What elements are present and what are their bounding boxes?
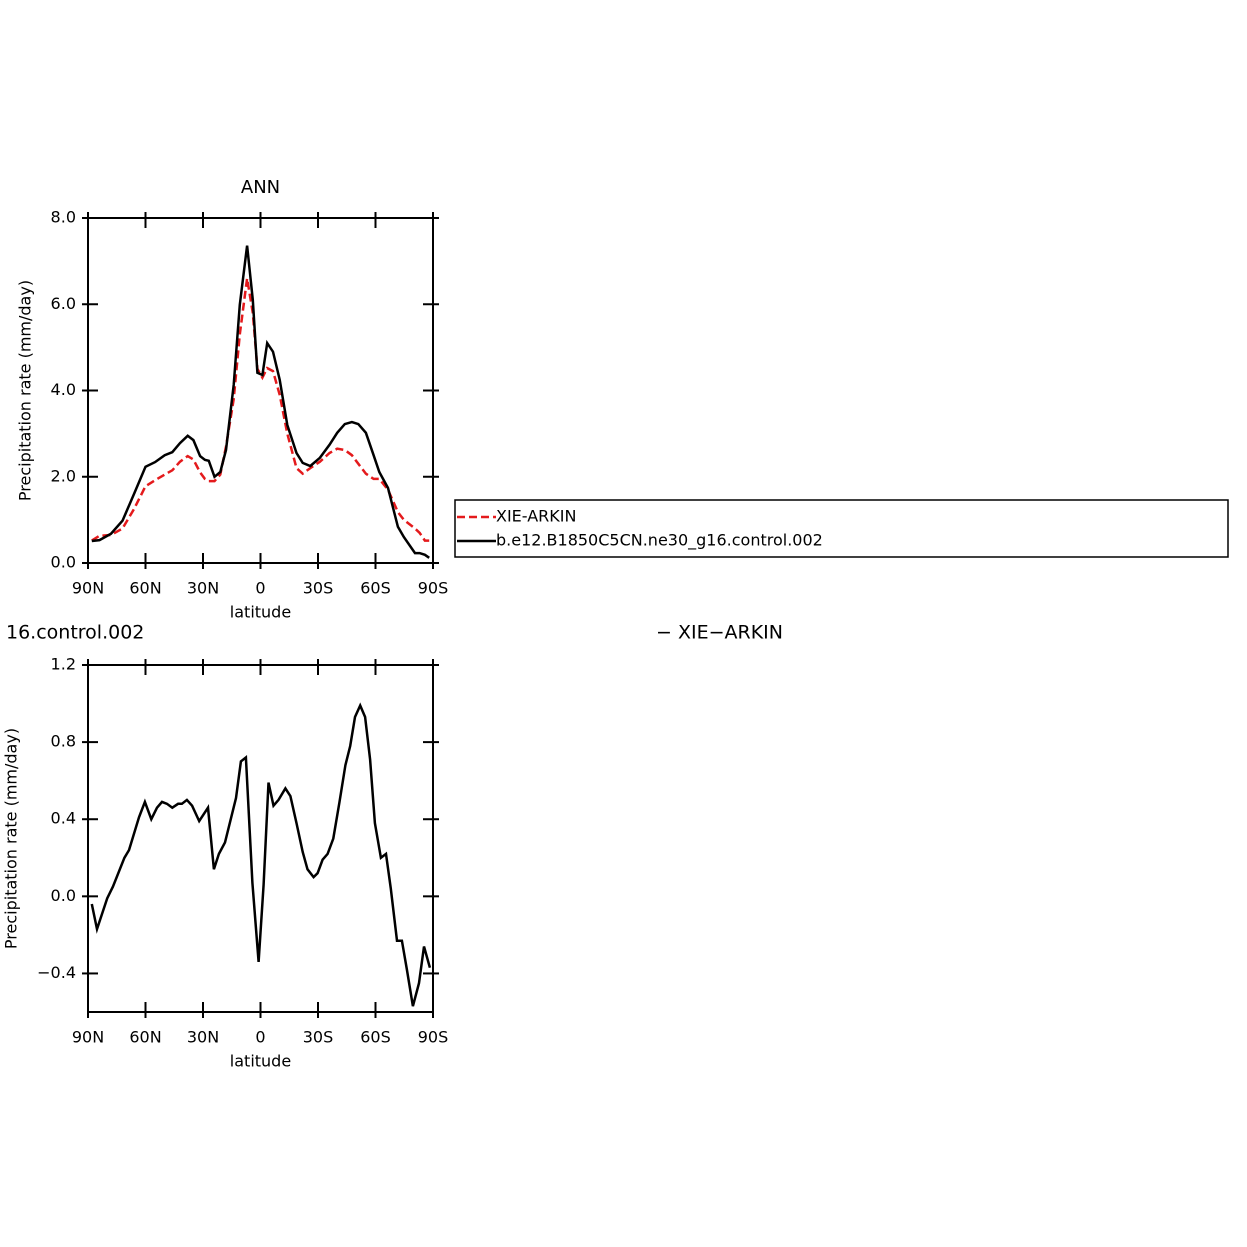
x-tick-label: 60S <box>360 579 391 598</box>
x-axis-label: latitude <box>230 1052 291 1071</box>
y-tick-label: 6.0 <box>51 294 76 313</box>
x-tick-label: 0 <box>255 579 265 598</box>
y-tick-label: 1.2 <box>51 655 76 674</box>
y-tick-label: 4.0 <box>51 380 76 399</box>
legend-label: XIE-ARKIN <box>496 507 576 526</box>
series-line <box>91 278 430 542</box>
x-tick-label: 30N <box>187 579 219 598</box>
y-axis-label: Precipitation rate (mm/day) <box>16 280 35 501</box>
y-tick-label: 8.0 <box>51 208 76 227</box>
x-tick-label: 90S <box>418 1028 449 1047</box>
legend-box <box>454 499 1229 558</box>
plot-frame <box>87 217 434 564</box>
x-tick-label: 60S <box>360 1028 391 1047</box>
x-tick-label: 60N <box>129 579 161 598</box>
plot-frame <box>87 664 434 1013</box>
y-tick-label: −0.4 <box>37 963 76 982</box>
series-line <box>90 702 432 1007</box>
x-tick-label: 90S <box>418 579 449 598</box>
x-tick-label: 30N <box>187 1028 219 1047</box>
x-tick-label: 60N <box>129 1028 161 1047</box>
series-line <box>91 245 430 559</box>
y-tick-label: 2.0 <box>51 466 76 485</box>
x-axis-label: latitude <box>230 603 291 622</box>
x-tick-label: 30S <box>303 1028 334 1047</box>
legend-label: b.e12.B1850C5CN.ne30_g16.control.002 <box>496 531 823 551</box>
x-tick-label: 30S <box>303 579 334 598</box>
y-axis-label: Precipitation rate (mm/day) <box>2 728 21 949</box>
x-tick-label: 90N <box>72 579 104 598</box>
y-tick-label: 0.0 <box>51 886 76 905</box>
y-tick-label: 0.0 <box>51 553 76 572</box>
y-tick-label: 0.8 <box>51 732 76 751</box>
x-tick-label: 90N <box>72 1028 104 1047</box>
chart-title: ANN <box>241 177 280 198</box>
chart-title-right: − XIE−ARKIN <box>656 622 783 644</box>
x-tick-label: 0 <box>255 1028 265 1047</box>
chart-title-left: 16.control.002 <box>6 622 144 644</box>
y-tick-label: 0.4 <box>51 809 76 828</box>
